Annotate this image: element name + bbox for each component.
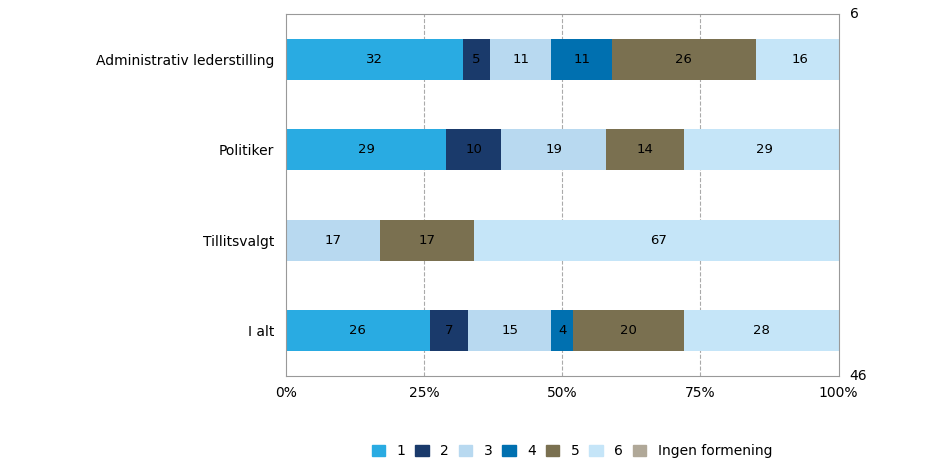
Bar <box>550 310 573 351</box>
Bar <box>573 310 684 351</box>
Bar <box>446 129 501 170</box>
Bar <box>286 39 463 80</box>
Text: 4: 4 <box>558 324 565 337</box>
Text: 32: 32 <box>366 53 383 66</box>
Bar <box>684 129 843 170</box>
Bar <box>286 220 380 261</box>
Text: 29: 29 <box>755 143 772 157</box>
Text: 28: 28 <box>752 324 769 337</box>
Text: 11: 11 <box>572 53 589 66</box>
Text: 46: 46 <box>849 369 866 383</box>
Text: 5: 5 <box>472 53 481 66</box>
Bar <box>605 129 684 170</box>
Bar <box>490 39 550 80</box>
Text: 29: 29 <box>357 143 374 157</box>
Text: 16: 16 <box>791 53 807 66</box>
Text: 19: 19 <box>545 143 562 157</box>
Bar <box>550 39 611 80</box>
Bar <box>684 310 838 351</box>
Text: 17: 17 <box>324 234 341 247</box>
Text: 67: 67 <box>650 234 666 247</box>
Text: 26: 26 <box>675 53 691 66</box>
Text: 26: 26 <box>349 324 366 337</box>
Text: 15: 15 <box>501 324 518 337</box>
Text: 10: 10 <box>465 143 482 157</box>
Legend: 1, 2, 3, 4, 5, 6, Ingen formening: 1, 2, 3, 4, 5, 6, Ingen formening <box>371 444 771 458</box>
Bar <box>467 310 550 351</box>
Bar <box>286 129 446 170</box>
Text: 6: 6 <box>849 7 858 21</box>
Text: 14: 14 <box>636 143 653 157</box>
Bar <box>429 310 467 351</box>
Bar <box>501 129 605 170</box>
Text: 7: 7 <box>445 324 453 337</box>
Text: 11: 11 <box>512 53 528 66</box>
Text: 17: 17 <box>418 234 435 247</box>
Bar <box>473 220 843 261</box>
Bar <box>463 39 490 80</box>
Bar <box>286 310 429 351</box>
Bar <box>611 39 755 80</box>
Bar <box>380 220 473 261</box>
Text: 20: 20 <box>620 324 636 337</box>
Bar <box>755 39 843 80</box>
